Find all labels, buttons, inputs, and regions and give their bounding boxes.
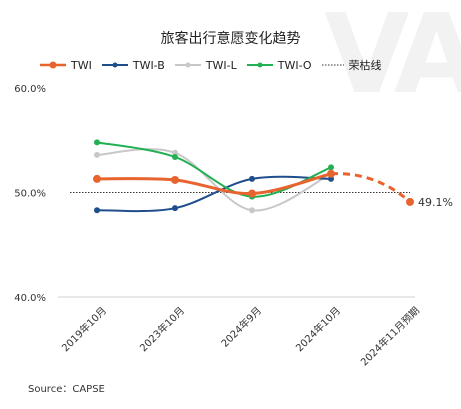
data-point-twi-o bbox=[328, 164, 334, 171]
x-tick-label: 2024年9月 bbox=[218, 304, 264, 350]
legend-swatch-threshold bbox=[321, 64, 344, 66]
data-point-twi bbox=[171, 175, 179, 184]
data-point-twi-l bbox=[172, 149, 178, 156]
data-point-twi-l bbox=[249, 207, 255, 214]
legend-label-twi: TWI bbox=[71, 58, 92, 72]
legend-item-twi: TWI bbox=[40, 59, 92, 72]
series-line-twi bbox=[95, 172, 333, 196]
data-point-twi-o bbox=[172, 153, 178, 160]
data-point-twi-b bbox=[94, 207, 100, 214]
legend-swatch-twi-b bbox=[101, 62, 128, 68]
y-tick-label: 40.0% bbox=[14, 293, 46, 304]
x-tick-label: 2024年10月 bbox=[293, 304, 343, 354]
series-line-twi-l bbox=[96, 148, 332, 212]
legend-label-threshold: 荣枯线 bbox=[348, 59, 382, 72]
legend-label-twi-b: TWI-B bbox=[132, 58, 165, 72]
x-tick-label: 2019年10月 bbox=[59, 304, 109, 354]
data-point-twi-l bbox=[94, 151, 100, 158]
forecast-point-twi bbox=[406, 197, 414, 206]
series-line-twi-b bbox=[96, 175, 332, 213]
forecast-label-twi: 49.1% bbox=[418, 196, 453, 209]
legend-item-twi-l: TWI-L bbox=[174, 58, 237, 72]
legend-swatch-twi bbox=[40, 61, 66, 69]
y-tick-label: 50.0% bbox=[14, 189, 46, 200]
forecast-line-twi bbox=[330, 172, 411, 204]
data-point-twi bbox=[248, 189, 256, 198]
legend-label-twi-l: TWI-L bbox=[205, 58, 237, 72]
legend-item-threshold: 荣枯线 bbox=[321, 57, 382, 73]
data-point-twi-b bbox=[249, 175, 255, 182]
y-tick-label: 60.0% bbox=[14, 84, 46, 95]
legend-label-twi-o: TWI-O bbox=[277, 58, 312, 72]
chart-title: 旅客出行意愿变化趋势 bbox=[160, 31, 301, 47]
x-tick-label: 2024年11月预期 bbox=[358, 304, 422, 368]
data-point-twi-o bbox=[94, 139, 100, 146]
legend-swatch-twi-o bbox=[246, 62, 273, 68]
data-point-twi-b bbox=[172, 205, 178, 212]
legend-item-twi-o: TWI-O bbox=[246, 58, 312, 72]
legend-item-twi-b: TWI-B bbox=[101, 58, 165, 72]
legend-swatch-twi-l bbox=[174, 62, 201, 68]
data-point-twi-b bbox=[328, 175, 334, 182]
x-tick-label: 2023年10月 bbox=[137, 304, 187, 354]
legend: TWI TWI-B TWI-L TWI-O 荣枯线 bbox=[40, 56, 382, 74]
watermark: VA bbox=[324, 0, 461, 118]
data-point-twi bbox=[93, 174, 101, 183]
source-note: Source：CAPSE bbox=[28, 384, 105, 395]
